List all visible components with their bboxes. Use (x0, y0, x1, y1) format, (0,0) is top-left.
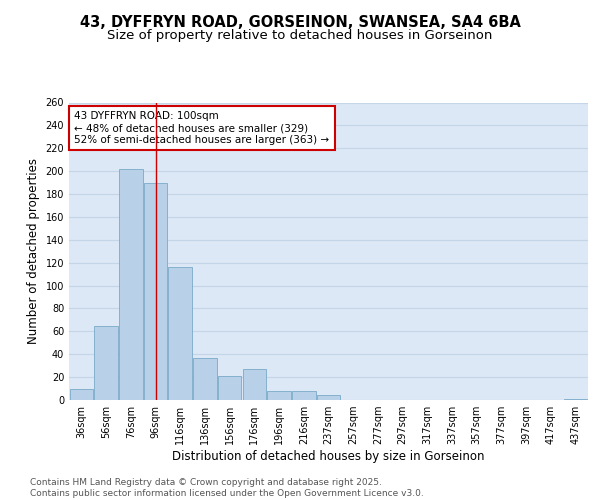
Bar (218, 376, 241, 400)
Bar (268, 391, 291, 400)
Bar (144, 182, 167, 400)
Bar (94, 326, 118, 400)
Bar (242, 369, 266, 400)
Bar (193, 358, 217, 400)
Text: Size of property relative to detached houses in Gorseinon: Size of property relative to detached ho… (107, 29, 493, 42)
Bar (317, 396, 340, 400)
Bar (564, 399, 587, 400)
Text: 43 DYFFRYN ROAD: 100sqm
← 48% of detached houses are smaller (329)
52% of semi-d: 43 DYFFRYN ROAD: 100sqm ← 48% of detache… (74, 112, 329, 144)
Text: 43, DYFFRYN ROAD, GORSEINON, SWANSEA, SA4 6BA: 43, DYFFRYN ROAD, GORSEINON, SWANSEA, SA… (80, 15, 520, 30)
Text: Contains HM Land Registry data © Crown copyright and database right 2025.
Contai: Contains HM Land Registry data © Crown c… (30, 478, 424, 498)
Bar (169, 268, 192, 400)
Y-axis label: Number of detached properties: Number of detached properties (27, 158, 40, 344)
Bar (292, 391, 316, 400)
Bar (119, 169, 143, 400)
Bar (70, 388, 93, 400)
X-axis label: Distribution of detached houses by size in Gorseinon: Distribution of detached houses by size … (172, 450, 485, 463)
